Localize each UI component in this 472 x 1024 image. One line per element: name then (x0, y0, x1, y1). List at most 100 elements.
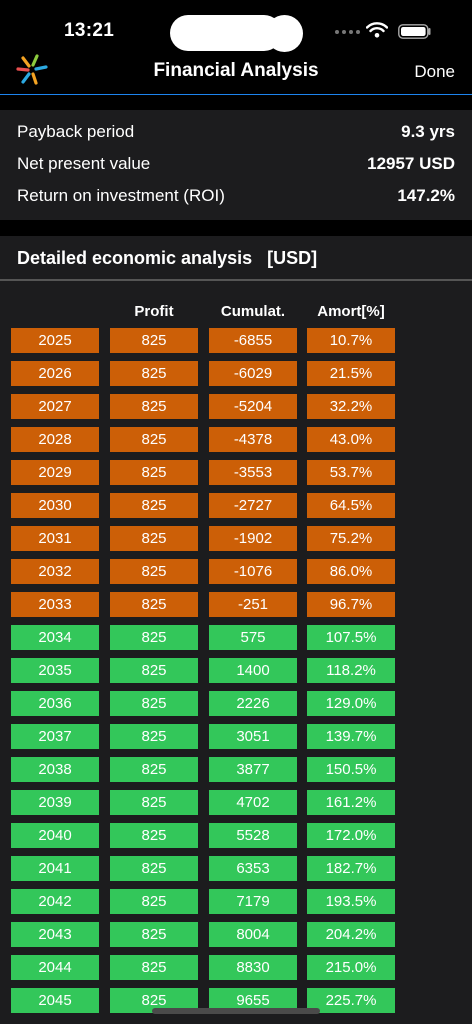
year-cell: 2038 (11, 757, 99, 782)
profit-cell: 825 (110, 889, 198, 914)
year-cell: 2027 (11, 394, 99, 419)
column-header-profit: Profit (134, 303, 174, 320)
amortization-cell: 139.7% (307, 724, 395, 749)
amortization-cell: 21.5% (307, 361, 395, 386)
amortization-cell: 32.2% (307, 394, 395, 419)
year-cell: 2045 (11, 988, 99, 1013)
profit-cell: 825 (110, 427, 198, 452)
summary-value: 12957 USD (367, 154, 455, 173)
summary-value: 147.2% (397, 186, 455, 205)
cumulative-cell: 4702 (209, 790, 297, 815)
year-cell: 2031 (11, 526, 99, 551)
table-row: 2031 825 -1902 75.2% (0, 526, 472, 551)
table-row: 2041 825 6353 182.7% (0, 856, 472, 881)
profit-cell: 825 (110, 493, 198, 518)
profit-cell: 825 (110, 988, 198, 1013)
cumulative-cell: -1902 (209, 526, 297, 551)
amortization-cell: 215.0% (307, 955, 395, 980)
section-header: Detailed economic analysis [USD] (0, 236, 472, 281)
section-title: Detailed economic analysis [USD] (17, 248, 318, 268)
table-row: 2044 825 8830 215.0% (0, 955, 472, 980)
year-cell: 2037 (11, 724, 99, 749)
profit-cell: 825 (110, 592, 198, 617)
profit-cell: 825 (110, 526, 198, 551)
economic-analysis-table[interactable]: Profit Cumulat. Amort[%] 2025 825 -6855 10.… (0, 281, 472, 1024)
table-row: 2036 825 2226 129.0% (0, 691, 472, 716)
summary-value: 9.3 yrs (401, 122, 455, 141)
amortization-cell: 86.0% (307, 559, 395, 584)
profit-cell: 825 (110, 757, 198, 782)
profit-cell: 825 (110, 922, 198, 947)
cumulative-cell: -4378 (209, 427, 297, 452)
summary-row-npv: Net present value 12957 USD (17, 148, 455, 180)
amortization-cell: 150.5% (307, 757, 395, 782)
cumulative-cell: 7179 (209, 889, 297, 914)
cumulative-cell: -1076 (209, 559, 297, 584)
amortization-cell: 172.0% (307, 823, 395, 848)
year-cell: 2030 (11, 493, 99, 518)
cumulative-cell: -3553 (209, 460, 297, 485)
profit-cell: 825 (110, 691, 198, 716)
summary-label: Payback period (17, 122, 135, 141)
table-row: 2033 825 -251 96.7% (0, 592, 472, 617)
table-header: Profit Cumulat. Amort[%] (0, 303, 472, 325)
cumulative-cell: 3051 (209, 724, 297, 749)
battery-icon (398, 24, 431, 39)
table-row: 2025 825 -6855 10.7% (0, 328, 472, 353)
cumulative-cell: 575 (209, 625, 297, 650)
amortization-cell: 64.5% (307, 493, 395, 518)
amortization-cell: 193.5% (307, 889, 395, 914)
table-row: 2037 825 3051 139.7% (0, 724, 472, 749)
summary-label: Net present value (17, 154, 151, 173)
amortization-cell: 129.0% (307, 691, 395, 716)
home-indicator[interactable] (152, 1008, 320, 1014)
done-button[interactable]: Done (414, 62, 455, 81)
table-row: 2035 825 1400 118.2% (0, 658, 472, 683)
table-row: 2040 825 5528 172.0% (0, 823, 472, 848)
year-cell: 2028 (11, 427, 99, 452)
profit-cell: 825 (110, 724, 198, 749)
cumulative-cell: 5528 (209, 823, 297, 848)
cumulative-cell: -6855 (209, 328, 297, 353)
amortization-cell: 43.0% (307, 427, 395, 452)
cumulative-cell: 8004 (209, 922, 297, 947)
cellular-signal-icon (335, 30, 360, 34)
year-cell: 2040 (11, 823, 99, 848)
summary-row-roi: Return on investment (ROI) 147.2% (17, 180, 455, 212)
cumulative-cell: -5204 (209, 394, 297, 419)
cumulative-cell: -6029 (209, 361, 297, 386)
summary-row-payback: Payback period 9.3 yrs (17, 116, 455, 148)
year-cell: 2025 (11, 328, 99, 353)
year-cell: 2035 (11, 658, 99, 683)
year-cell: 2029 (11, 460, 99, 485)
table-row: 2026 825 -6029 21.5% (0, 361, 472, 386)
cumulative-cell: 6353 (209, 856, 297, 881)
table-row: 2034 825 575 107.5% (0, 625, 472, 650)
cumulative-cell: 1400 (209, 658, 297, 683)
year-cell: 2043 (11, 922, 99, 947)
year-cell: 2044 (11, 955, 99, 980)
table-row: 2027 825 -5204 32.2% (0, 394, 472, 419)
camera-cutout (266, 15, 303, 52)
amortization-cell: 118.2% (307, 658, 395, 683)
amortization-cell: 53.7% (307, 460, 395, 485)
cumulative-cell: 8830 (209, 955, 297, 980)
profit-cell: 825 (110, 823, 198, 848)
cumulative-cell: 3877 (209, 757, 297, 782)
summary-panel: Payback period 9.3 yrs Net present value… (0, 110, 472, 220)
year-cell: 2036 (11, 691, 99, 716)
table-row: 2032 825 -1076 86.0% (0, 559, 472, 584)
cumulative-cell: 2226 (209, 691, 297, 716)
amortization-cell: 225.7% (307, 988, 395, 1013)
amortization-cell: 204.2% (307, 922, 395, 947)
profit-cell: 825 (110, 361, 198, 386)
dynamic-island (170, 15, 282, 51)
table-row: 2038 825 3877 150.5% (0, 757, 472, 782)
table-row: 2045 825 9655 225.7% (0, 988, 472, 1013)
table-row: 2029 825 -3553 53.7% (0, 460, 472, 485)
table-row: 2043 825 8004 204.2% (0, 922, 472, 947)
amortization-cell: 107.5% (307, 625, 395, 650)
table-row: 2030 825 -2727 64.5% (0, 493, 472, 518)
amortization-cell: 182.7% (307, 856, 395, 881)
amortization-cell: 96.7% (307, 592, 395, 617)
